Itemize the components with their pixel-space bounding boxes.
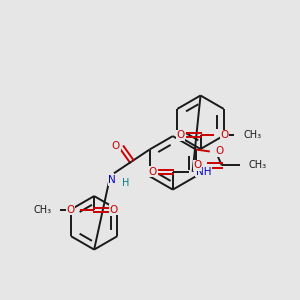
Text: CH₃: CH₃ — [248, 160, 267, 170]
Text: N: N — [108, 175, 116, 185]
Text: O: O — [112, 140, 120, 151]
Text: O: O — [110, 205, 118, 215]
Text: O: O — [220, 130, 229, 140]
Text: CH₃: CH₃ — [33, 205, 52, 215]
Text: O: O — [194, 160, 202, 170]
Text: O: O — [66, 205, 74, 215]
Text: H: H — [122, 178, 129, 188]
Text: CH₃: CH₃ — [243, 130, 261, 140]
Text: O: O — [216, 146, 224, 157]
Text: O: O — [177, 130, 185, 140]
Text: NH: NH — [196, 167, 211, 177]
Text: O: O — [149, 167, 157, 177]
